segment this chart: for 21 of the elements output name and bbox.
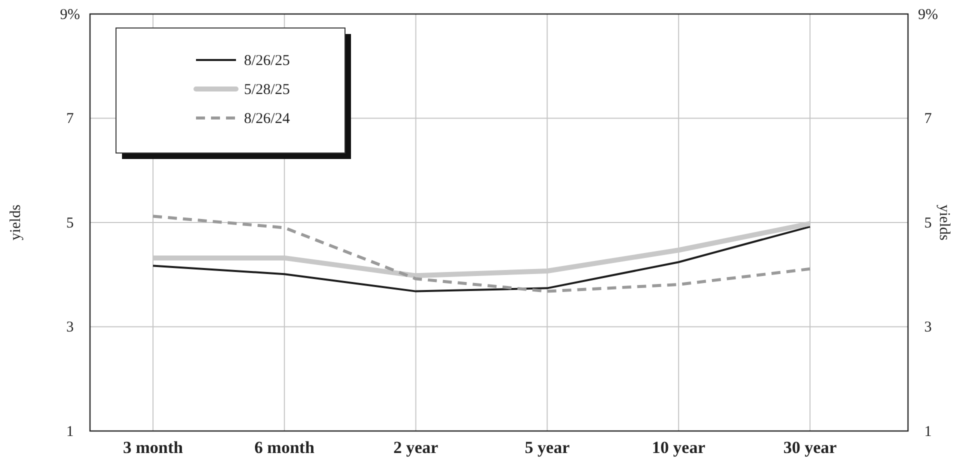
y-tick-label: 3 xyxy=(66,320,74,336)
y-axis-title: yields xyxy=(8,204,24,240)
y2-tick-label: 9% xyxy=(918,6,938,23)
legend-label: 8/26/25 xyxy=(244,53,290,69)
x-tick-label: 2 year xyxy=(393,438,439,458)
legend-label: 5/28/25 xyxy=(244,82,290,98)
y-tick-label: 5 xyxy=(66,215,74,232)
x-tick-label: 30 year xyxy=(783,438,838,458)
y2-tick-label: 5 xyxy=(924,215,932,232)
y2-tick-label: 3 xyxy=(924,320,932,336)
legend-label: 8/26/24 xyxy=(244,111,290,127)
y-tick-label: 7 xyxy=(66,111,74,128)
x-tick-label: 10 year xyxy=(652,438,706,458)
y2-tick-label: 1 xyxy=(924,424,932,440)
x-tick-label: 3 month xyxy=(123,438,184,458)
y-tick-label: 1 xyxy=(66,424,74,440)
y2-axis-title: yields xyxy=(936,204,952,241)
x-tick-label: 5 year xyxy=(524,438,570,458)
y-tick-label: 9% xyxy=(60,6,80,23)
y2-tick-label: 7 xyxy=(924,111,932,128)
x-tick-label: 6 month xyxy=(254,438,315,458)
